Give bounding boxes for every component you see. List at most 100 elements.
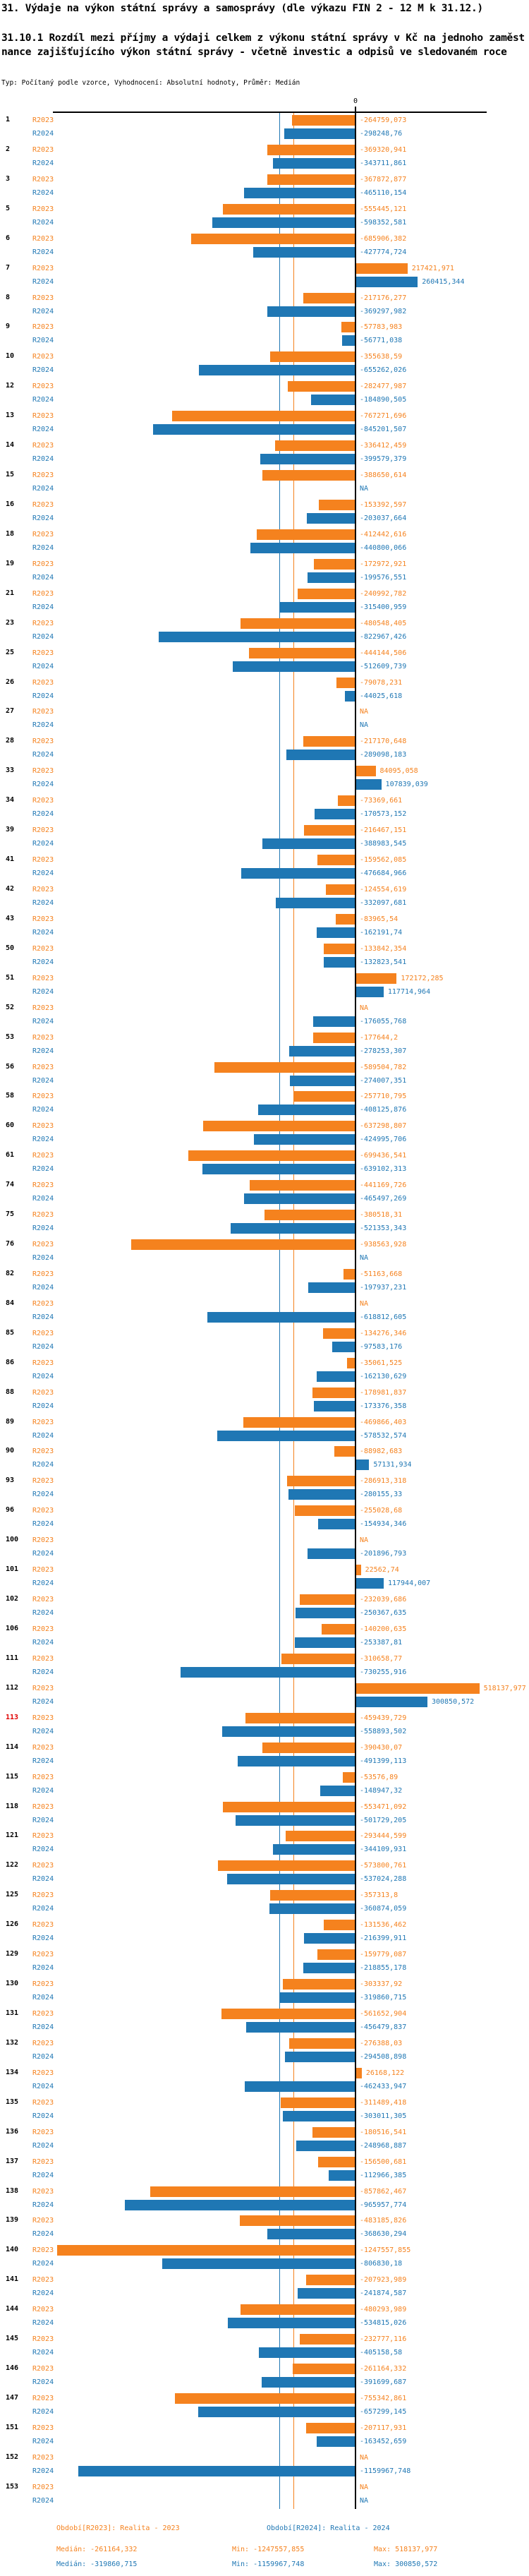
row-id: 100 — [6, 1536, 19, 1544]
bar-r2024 — [355, 1459, 370, 1471]
row-id: 7 — [6, 263, 11, 272]
bar-line-r2024: R2024 -303011,305 — [0, 2110, 529, 2121]
row-id: 41 — [6, 855, 15, 864]
value-label-r2023: -767271,696 — [360, 412, 407, 421]
series-label-r2023: R2023 — [32, 915, 54, 923]
bar-line-r2024: R2024 NA — [0, 2496, 529, 2506]
row-id: 58 — [6, 1092, 15, 1100]
value-label-r2023: -1247557,855 — [360, 2246, 411, 2255]
value-label-r2024: -368630,294 — [360, 2230, 407, 2239]
value-label-r2023: -310658,77 — [360, 1654, 403, 1663]
value-label-r2024: -512609,739 — [360, 662, 407, 670]
chart-row: 112 R2023 518137,977 R2024 300850,572 — [0, 1683, 529, 1712]
bar-r2023 — [347, 1357, 355, 1368]
series-label-r2023: R2023 — [32, 2394, 54, 2402]
bar-line-r2024: R2024 -184890,505 — [0, 395, 529, 406]
value-label-r2024: -112966,385 — [360, 2171, 407, 2179]
value-label-r2023: -159562,085 — [360, 856, 407, 865]
chart-row: 132 R2023 -276388,03 R2024 -294508,898 — [0, 2038, 529, 2067]
bar-line-r2024: R2024 -822967,426 — [0, 631, 529, 642]
bar-r2023 — [336, 677, 355, 688]
value-label-r2024: -289098,183 — [360, 751, 407, 759]
value-label-r2024: -965957,774 — [360, 2201, 407, 2209]
value-label-r2024: -534815,026 — [360, 2319, 407, 2328]
value-label-r2024: -197937,231 — [360, 1283, 407, 1292]
bar-r2024 — [162, 2258, 355, 2270]
bar-r2023 — [249, 647, 355, 658]
bar-r2024 — [290, 1075, 355, 1086]
bar-line-r2024: R2024 -248968,887 — [0, 2140, 529, 2151]
bar-r2024 — [235, 1814, 355, 1826]
bar-r2023 — [281, 1653, 355, 1664]
bar-line-r2023: R2023 -177644,2 — [0, 1032, 529, 1043]
value-label-r2024: -162191,74 — [360, 928, 403, 937]
value-label-r2023: -73369,661 — [360, 797, 403, 805]
series-label-r2024: R2024 — [32, 1283, 54, 1292]
bar-line-r2023: R2023 -131536,462 — [0, 1920, 529, 1931]
bar-r2023 — [317, 2156, 355, 2167]
series-label-r2023: R2023 — [32, 2276, 54, 2285]
value-label-r2024: NA — [360, 1254, 369, 1263]
row-id: 138 — [6, 2186, 19, 2195]
value-label-r2023: -412442,616 — [360, 530, 407, 538]
bar-line-r2023: R2023 -699436,541 — [0, 1150, 529, 1162]
series-label-r2023: R2023 — [32, 1862, 54, 1870]
row-id: 129 — [6, 1950, 19, 1958]
value-label-r2024: -655262,026 — [360, 366, 407, 375]
bar-line-r2023: R2023 -303337,92 — [0, 1979, 529, 1990]
bar-r2024 — [284, 128, 355, 139]
value-label-r2024: 300850,572 — [431, 1697, 475, 1706]
series-label-r2023: R2023 — [32, 1004, 54, 1012]
bar-r2023 — [270, 351, 355, 363]
bar-line-r2024: R2024 -368630,294 — [0, 2229, 529, 2240]
series-label-r2023: R2023 — [32, 1477, 54, 1486]
series-label-r2023: R2023 — [32, 383, 54, 391]
value-label-r2023: -286913,318 — [360, 1477, 407, 1486]
bar-r2024 — [78, 2465, 355, 2476]
value-label-r2024: -537024,288 — [360, 1875, 407, 1884]
bar-r2023 — [274, 440, 355, 452]
series-label-r2023: R2023 — [32, 1832, 54, 1841]
chart-row: 33 R2023 84095,058 R2024 107839,039 — [0, 765, 529, 795]
bar-line-r2024: R2024 -391699,687 — [0, 2377, 529, 2388]
bar-r2024 — [198, 365, 355, 376]
series-label-r2024: R2024 — [32, 218, 54, 227]
row-id: 2 — [6, 145, 11, 153]
bar-line-r2024: R2024 -344109,931 — [0, 1844, 529, 1855]
row-id: 125 — [6, 1891, 19, 1899]
series-label-r2023: R2023 — [32, 2424, 54, 2432]
bar-r2023 — [342, 1771, 355, 1783]
series-label-r2024: R2024 — [32, 2496, 54, 2505]
bar-line-r2024: R2024 107839,039 — [0, 779, 529, 790]
value-label-r2024: -154934,346 — [360, 1520, 407, 1529]
bar-r2023 — [214, 1061, 355, 1073]
bar-r2024 — [207, 1311, 355, 1323]
bar-r2023 — [338, 795, 355, 807]
value-label-r2023: -369320,941 — [360, 145, 407, 154]
series-label-r2024: R2024 — [32, 1106, 54, 1114]
value-label-r2023: -153392,597 — [360, 500, 407, 509]
bar-r2023 — [267, 144, 355, 155]
chart-row: 61 R2023 -699436,541 R2024 -639102,313 — [0, 1150, 529, 1179]
bar-line-r2023: R2023 -124554,619 — [0, 884, 529, 895]
series-label-r2023: R2023 — [32, 1299, 54, 1308]
bar-r2024 — [323, 956, 355, 968]
row-id: 93 — [6, 1476, 15, 1485]
value-label-r2024: -424995,706 — [360, 1136, 407, 1144]
bar-line-r2024: R2024 -298248,76 — [0, 128, 529, 139]
chart-row: 106 R2023 -140200,635 R2024 -253387,81 — [0, 1623, 529, 1653]
value-label-r2024: -456479,837 — [360, 2023, 407, 2031]
value-label-r2023: -217176,277 — [360, 294, 407, 302]
chart-row: 140 R2023 -1247557,855 R2024 -806830,18 — [0, 2244, 529, 2274]
bar-line-r2023: R2023 -336412,459 — [0, 440, 529, 452]
bar-r2023 — [303, 825, 355, 836]
chart-row: 138 R2023 -857862,467 R2024 -965957,774 — [0, 2186, 529, 2215]
bar-line-r2023: R2023 -357313,8 — [0, 1890, 529, 1901]
chart-row: 130 R2023 -303337,92 R2024 -319860,715 — [0, 1978, 529, 2008]
chart-row: 135 R2023 -311489,418 R2024 -303011,305 — [0, 2097, 529, 2126]
bar-r2023 — [294, 1505, 355, 1517]
series-label-r2023: R2023 — [32, 1536, 54, 1545]
value-label-r2024: -476684,966 — [360, 869, 407, 878]
series-label-r2024: R2024 — [32, 1816, 54, 1824]
row-id: 12 — [6, 382, 15, 390]
